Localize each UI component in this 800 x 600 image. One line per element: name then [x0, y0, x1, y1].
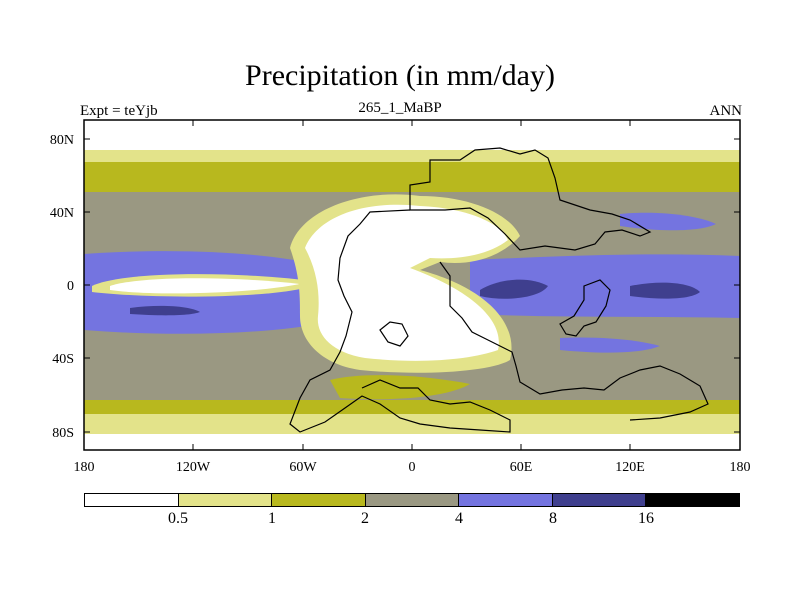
lon-label-120w: 120W [176, 460, 211, 475]
field-layer [84, 120, 740, 450]
coastline-north [409, 147, 652, 251]
coastlines [289, 147, 709, 433]
colorbar-label: 0.5 [168, 510, 188, 527]
colorbar-swatch [85, 494, 179, 506]
colorbar-label: 16 [638, 510, 654, 527]
lat-label-0: 0 [67, 279, 74, 294]
field-south-wet [560, 337, 660, 353]
colorbar-label: 1 [268, 510, 276, 527]
period-label: 265_1_MaBP [358, 100, 442, 116]
coastline-south-east [439, 261, 709, 421]
axis-ticks [83, 120, 741, 450]
season-label: ANN [709, 103, 743, 119]
coastline-island-east [559, 279, 611, 337]
field-continent-south [330, 375, 470, 400]
field-tropical-east [470, 254, 740, 318]
colorbar [84, 493, 740, 507]
coastline-lake [379, 321, 409, 347]
plot-title: Precipitation (in mm/day) [245, 59, 555, 92]
field-core-west [130, 305, 200, 316]
field-continent-dry [305, 204, 508, 361]
colorbar-swatch [178, 494, 273, 506]
colorbar-swatch [365, 494, 460, 506]
lon-label-0: 0 [409, 460, 416, 475]
field-north-light [84, 150, 740, 164]
colorbar-label: 2 [361, 510, 369, 527]
colorbar-swatch [272, 494, 366, 506]
lon-label-120e: 120E [615, 460, 645, 475]
colorbar-label: 4 [455, 510, 463, 527]
field-equatorial-dry [110, 278, 300, 294]
lon-label-60e: 60E [510, 460, 533, 475]
lon-label-60w: 60W [289, 460, 317, 475]
field-core-east [480, 279, 548, 299]
lon-label-180w: 180 [74, 460, 95, 475]
colorbar-swatch [646, 494, 740, 506]
field-north-wet [620, 212, 716, 231]
coastline-west [289, 209, 511, 433]
colorbar-swatch [459, 494, 553, 506]
field-south-mid [84, 400, 740, 418]
colorbar-swatch [552, 494, 647, 506]
experiment-label: Expt = teYjb [80, 103, 158, 119]
lon-label-180e: 180 [730, 460, 751, 475]
lat-label-40s: 40S [52, 352, 74, 367]
lat-label-80n: 80N [50, 133, 74, 148]
lat-label-40n: 40N [50, 206, 74, 221]
lat-label-80s: 80S [52, 426, 74, 441]
field-north-mid [84, 162, 740, 192]
field-south-dry [84, 434, 740, 450]
field-core-far-east [630, 282, 700, 299]
colorbar-label: 8 [549, 510, 557, 527]
field-south-light [84, 414, 740, 436]
